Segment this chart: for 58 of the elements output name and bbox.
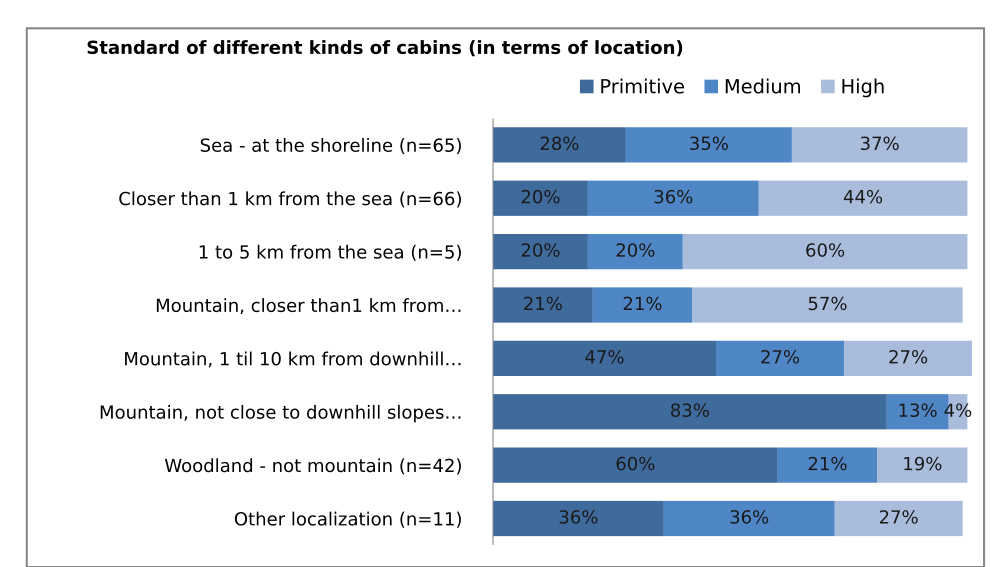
bar (792, 127, 968, 162)
y-tick-label: Sea - at the shoreline (n=65) (200, 138, 461, 154)
data-label: 35% (690, 136, 728, 150)
data-label: 60% (806, 243, 844, 257)
legend-label: Medium (726, 78, 800, 94)
bar (588, 180, 759, 216)
data-label: 44% (844, 190, 882, 204)
y-tick-label: Closer than 1 km from the sea (n=66) (119, 191, 461, 208)
data-label: 60% (616, 456, 654, 470)
data-label: 57% (808, 296, 847, 310)
data-label: 20% (616, 243, 654, 257)
data-label: 36% (654, 190, 692, 204)
bar (493, 287, 593, 323)
bar (682, 234, 968, 270)
bar (493, 448, 778, 483)
legend-label: Primitive (601, 78, 684, 94)
bar (716, 340, 844, 376)
chart-title: Standard of different kinds of cabins (in terms of location) (88, 40, 682, 56)
bar (493, 127, 626, 162)
data-label: 13% (900, 403, 937, 418)
bar (834, 500, 963, 536)
bar (664, 500, 835, 536)
bar (692, 287, 963, 323)
bar (778, 448, 878, 483)
bar (493, 500, 664, 536)
bar (493, 394, 887, 430)
y-tick-label: Other localization (n=11) (234, 512, 461, 528)
y-tick-label: Mountain, not close to downhill slopes… (100, 404, 460, 422)
data-label: 21% (808, 456, 847, 470)
data-label: 47% (585, 350, 624, 364)
bar (758, 180, 968, 216)
bar (626, 127, 792, 162)
y-tick-label: Woodland - not mountain (n=42) (164, 458, 461, 474)
data-label: 27% (880, 510, 918, 524)
legend-label: High (842, 78, 884, 98)
bar (844, 340, 972, 376)
bar (588, 234, 683, 270)
data-label: 36% (560, 510, 598, 524)
bar (493, 340, 716, 376)
data-label: 83% (671, 403, 709, 418)
data-label: 36% (730, 510, 768, 524)
data-label: 28% (540, 136, 579, 150)
bar (493, 234, 588, 270)
bar (493, 180, 588, 216)
bar (592, 287, 692, 323)
y-tick-label: Mountain, 1 til 10 km from downhill… (125, 352, 460, 368)
data-label: 20% (522, 190, 560, 204)
y-tick-label: Mountain, closer than1 km from… (156, 298, 460, 314)
data-label: 4% (944, 403, 972, 418)
data-label: 19% (904, 456, 942, 470)
data-label: 37% (860, 136, 899, 150)
data-label: 21% (524, 296, 562, 310)
data-label: 27% (761, 350, 800, 364)
data-label: 21% (624, 296, 662, 310)
data-label: 20% (522, 243, 560, 257)
bar (877, 448, 968, 483)
data-label: 27% (889, 350, 928, 364)
y-tick-label: 1 to 5 km from the sea (n=5) (200, 244, 461, 261)
